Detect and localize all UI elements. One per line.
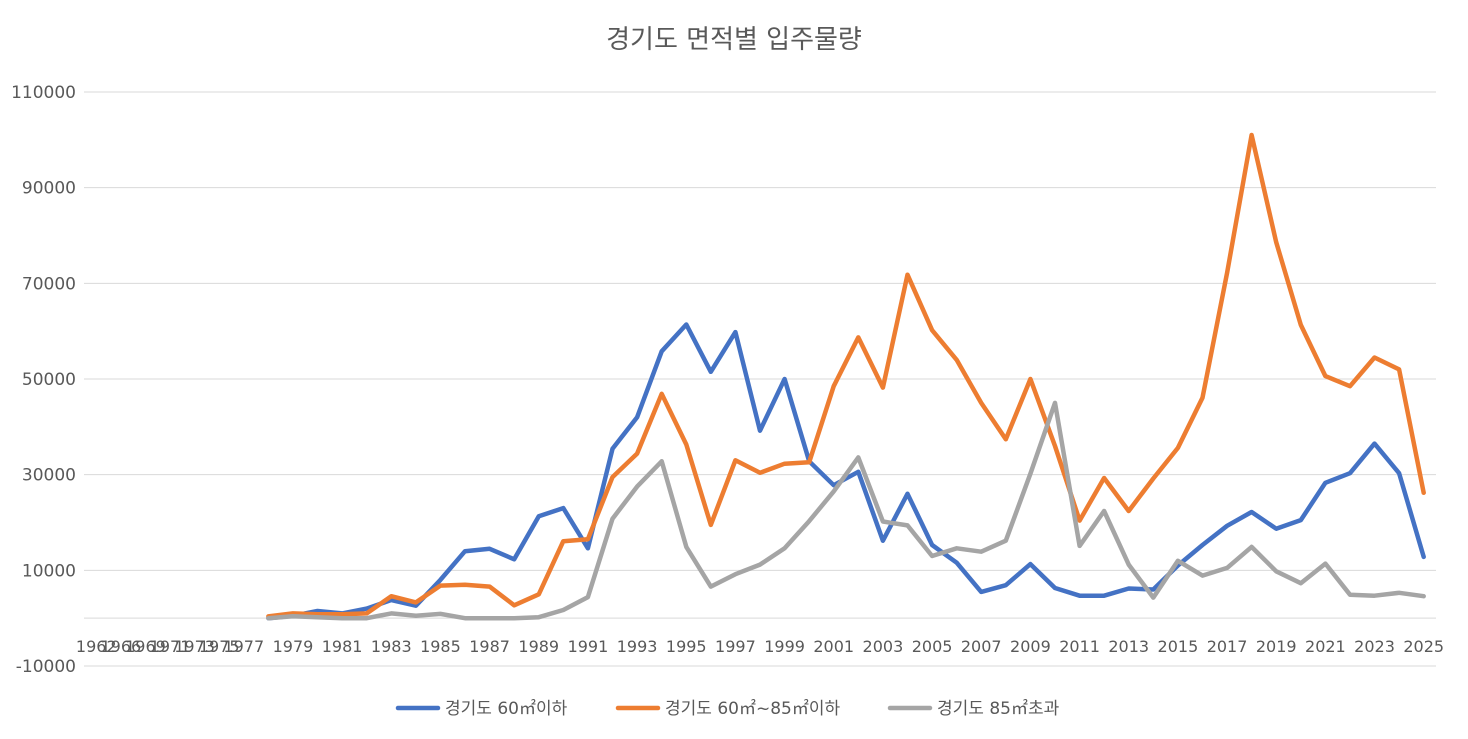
x-tick-label: 2019 [1256, 637, 1297, 656]
x-tick-label: 1989 [518, 637, 559, 656]
x-tick-label: 1991 [568, 637, 609, 656]
x-tick-label: 2015 [1158, 637, 1199, 656]
x-tick-label: 1971 [150, 637, 191, 656]
x-tick-label: 1993 [617, 637, 658, 656]
x-tick-label: 1979 [273, 637, 314, 656]
chart-title: 경기도 면적별 입주물량 [606, 25, 862, 55]
series-line-1 [266, 132, 1426, 619]
y-tick-label: 110000 [11, 83, 76, 103]
y-tick-label: 50000 [22, 370, 76, 390]
y-tick-label: 90000 [22, 179, 76, 199]
y-tick-label: 30000 [22, 466, 76, 486]
x-tick-label: 1973 [174, 637, 215, 656]
x-tick-label: 1987 [469, 637, 510, 656]
x-tick-label: 1981 [322, 637, 363, 656]
x-tick-label: 1983 [371, 637, 412, 656]
y-axis-tick-labels: 110000 90000 70000 50000 30000 10000 -10000 [11, 83, 76, 677]
legend: 경기도 60㎡이하 경기도 60㎡~85㎡이하 경기도 85㎡초과 [395, 699, 1060, 719]
y-tick-label: -10000 [16, 657, 76, 677]
y-tick-label: 10000 [22, 561, 76, 581]
x-tick-label: 2011 [1059, 637, 1100, 656]
x-tick-label: 2005 [912, 637, 953, 656]
series-line-2 [266, 400, 1426, 621]
x-tick-label: 2017 [1207, 637, 1248, 656]
series-lines [266, 132, 1426, 621]
x-tick-label: 1977 [223, 637, 264, 656]
x-tick-label: 2001 [813, 637, 854, 656]
legend-label-1: 경기도 60㎡~85㎡이하 [665, 699, 840, 719]
x-tick-label: 2021 [1305, 637, 1346, 656]
x-tick-label: 1966 [101, 637, 142, 656]
x-tick-label: 2013 [1108, 637, 1149, 656]
y-tick-label: 70000 [22, 274, 76, 294]
x-tick-label: 2003 [863, 637, 904, 656]
x-tick-label: 1997 [715, 637, 756, 656]
x-tick-label: 1962 [76, 637, 117, 656]
x-tick-label: 2009 [1010, 637, 1051, 656]
series-line-0 [266, 322, 1426, 621]
x-tick-label: 1985 [420, 637, 461, 656]
x-tick-label: 2023 [1354, 637, 1395, 656]
legend-label-2: 경기도 85㎡초과 [937, 699, 1060, 719]
legend-label-0: 경기도 60㎡이하 [445, 699, 568, 719]
gridlines [84, 91, 1436, 667]
x-tick-label: 1969 [125, 637, 166, 656]
x-tick-label: 2007 [961, 637, 1002, 656]
x-tick-label: 1995 [666, 637, 707, 656]
x-tick-label: 2025 [1403, 637, 1444, 656]
x-tick-label: 1999 [764, 637, 805, 656]
x-tick-label: 1975 [199, 637, 240, 656]
